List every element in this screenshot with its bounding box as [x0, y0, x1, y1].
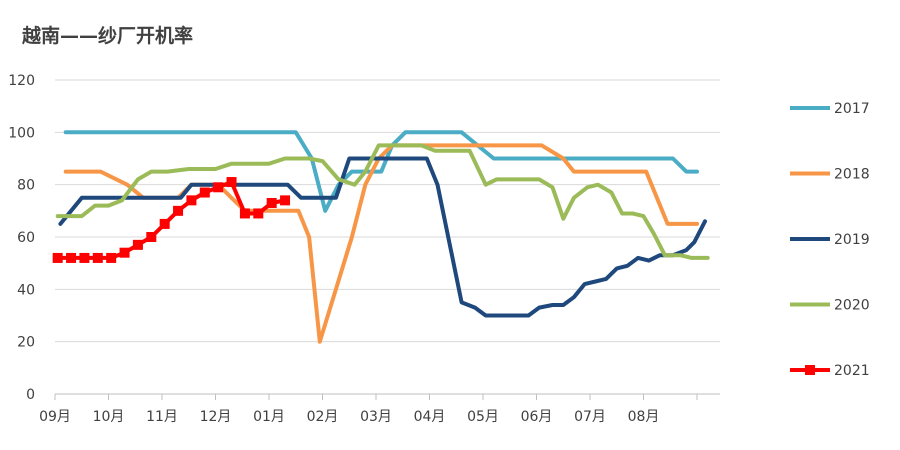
series-point-2021	[280, 195, 291, 206]
series-point-2021	[132, 239, 143, 250]
x-tick-label: 07月	[574, 409, 606, 425]
x-tick-label: 04月	[414, 409, 446, 425]
y-tick-label: 120	[8, 73, 35, 89]
x-axis: 09月 10月 11月 12月 01月 02月 03月 04月 05月 06月 07月 08月	[39, 393, 720, 425]
x-tick-label: 11月	[146, 409, 178, 425]
series-point-2021	[159, 218, 170, 229]
x-tick-label: 06月	[521, 409, 553, 425]
chart-title: 越南——纱厂开机率	[21, 24, 193, 47]
series-point-2021	[66, 252, 77, 263]
legend: 2017 2018 2019 2020 2021	[790, 101, 870, 379]
x-tick-label: 02月	[307, 409, 339, 425]
y-tick-label: 100	[8, 125, 35, 141]
legend-label-2020: 2020	[834, 298, 870, 314]
series-point-2021	[253, 208, 264, 219]
legend-label-2021: 2021	[834, 363, 870, 379]
legend-label-2017: 2017	[834, 101, 870, 117]
series-point-2021	[213, 182, 224, 193]
series-point-2021	[186, 195, 197, 206]
x-tick-label: 09月	[39, 409, 71, 425]
legend-label-2019: 2019	[834, 232, 870, 248]
series-point-2021	[119, 247, 130, 258]
legend-marker-2021	[805, 365, 815, 375]
series-point-2021	[173, 205, 184, 216]
y-tick-label: 20	[17, 335, 35, 351]
y-tick-label: 80	[17, 178, 35, 194]
series-point-2021	[199, 187, 210, 198]
series-point-2021	[106, 252, 117, 263]
series-line-2018	[63, 143, 699, 344]
series-point-2021	[266, 197, 277, 208]
x-tick-label: 10月	[93, 409, 125, 425]
series-point-2021	[146, 232, 157, 242]
series-point-2021	[92, 252, 103, 263]
x-tick-label: 08月	[628, 409, 660, 425]
series-line-2020	[55, 143, 710, 260]
y-tick-label: 40	[17, 282, 35, 298]
series-line-2017	[63, 130, 699, 213]
y-axis: 0 20 40 60 80 100 120	[8, 73, 35, 403]
series-line-2021	[55, 180, 287, 260]
series-point-2021	[226, 177, 237, 188]
x-tick-label: 12月	[200, 409, 232, 425]
x-tick-label: 05月	[467, 409, 499, 425]
series-point-2021	[239, 208, 250, 219]
series-point-2021	[79, 252, 90, 263]
legend-label-2018: 2018	[834, 167, 870, 183]
series-line-2019	[58, 156, 707, 318]
y-tick-label: 0	[26, 387, 35, 403]
x-tick-label: 01月	[253, 409, 285, 425]
x-tick-label: 03月	[360, 409, 392, 425]
series-point-2021	[52, 252, 63, 263]
plot-area	[52, 130, 710, 344]
y-tick-label: 60	[17, 230, 35, 246]
